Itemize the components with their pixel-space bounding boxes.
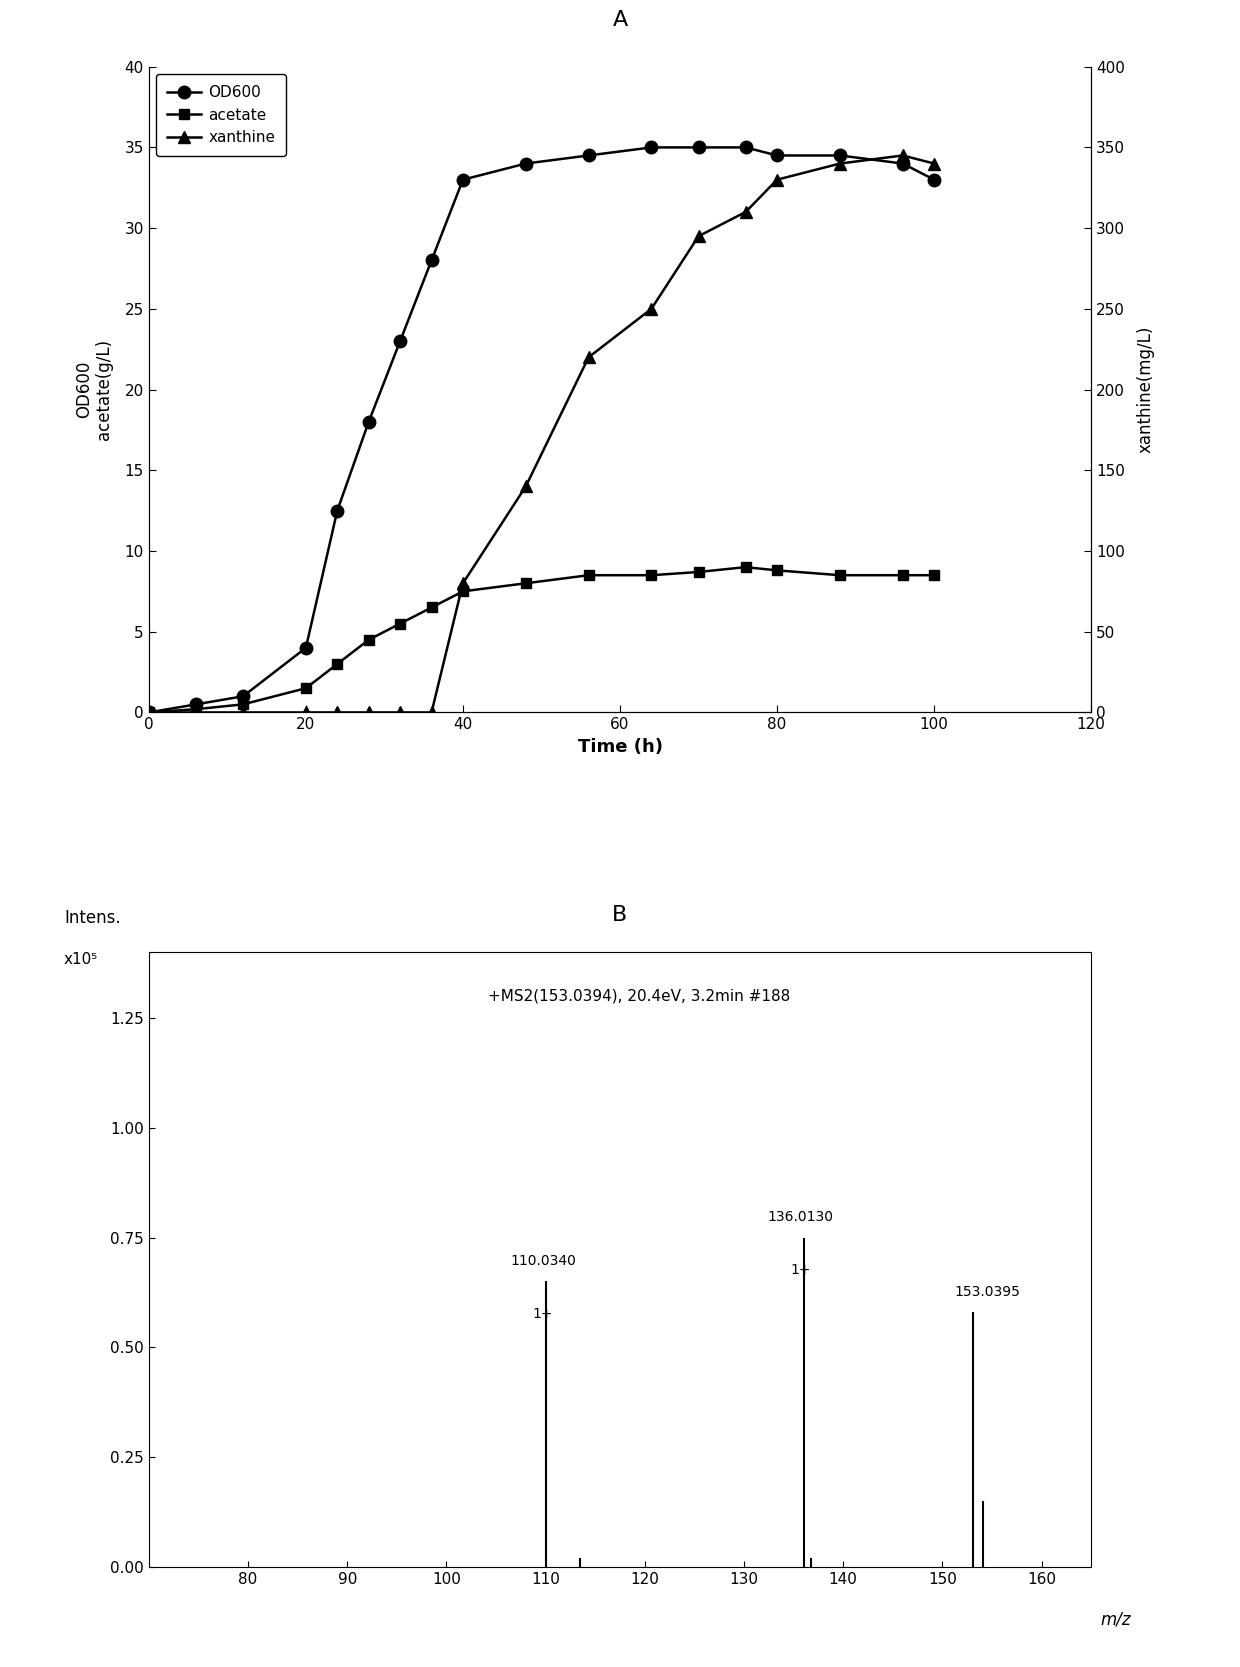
acetate [770,560,785,580]
acetate [393,613,408,633]
OD600 [691,137,706,157]
acetate [188,698,203,718]
xanthine [518,477,533,497]
Text: 1+: 1+ [533,1307,553,1320]
Text: 1+: 1+ [790,1264,811,1277]
xanthine [299,702,314,722]
acetate [895,565,910,585]
xanthine [691,227,706,247]
OD600 [236,687,250,707]
acetate [738,557,753,577]
xanthine [832,153,847,173]
Line: OD600: OD600 [143,142,940,718]
OD600 [424,250,439,270]
OD600 [518,153,533,173]
Line: acetate: acetate [144,562,939,717]
OD600 [393,332,408,352]
acetate [141,702,156,722]
OD600 [299,638,314,658]
Legend: OD600, acetate, xanthine: OD600, acetate, xanthine [156,75,286,157]
xanthine [644,298,658,318]
xanthine [393,702,408,722]
OD600 [330,500,345,520]
Text: 110.0340: 110.0340 [510,1254,575,1269]
acetate [236,695,250,715]
Text: Intens.: Intens. [64,910,120,927]
xanthine [455,573,470,593]
acetate [926,565,941,585]
acetate [299,678,314,698]
xanthine [424,702,439,722]
xanthine [361,702,376,722]
acetate [518,573,533,593]
Text: 153.0395: 153.0395 [955,1285,1021,1299]
xanthine [236,702,250,722]
OD600 [738,137,753,157]
acetate [361,630,376,650]
OD600 [582,145,596,165]
acetate [691,562,706,582]
acetate [330,653,345,673]
Text: x10⁵: x10⁵ [64,952,98,967]
xanthine [330,702,345,722]
X-axis label: Time (h): Time (h) [578,738,662,755]
OD600 [770,145,785,165]
Text: B: B [613,905,627,925]
xanthine [188,702,203,722]
acetate [424,597,439,617]
xanthine [926,153,941,173]
acetate [644,565,658,585]
OD600 [455,170,470,190]
Text: +MS2(153.0394), 20.4eV, 3.2min #188: +MS2(153.0394), 20.4eV, 3.2min #188 [487,989,790,1004]
Line: xanthine: xanthine [144,150,940,718]
OD600 [644,137,658,157]
OD600 [926,170,941,190]
Text: A: A [613,10,627,30]
Y-axis label: OD600
acetate(g/L): OD600 acetate(g/L) [74,338,113,440]
acetate [455,582,470,602]
xanthine [895,145,910,165]
Y-axis label: xanthine(mg/L): xanthine(mg/L) [1136,325,1154,453]
OD600 [141,702,156,722]
OD600 [832,145,847,165]
xanthine [582,347,596,367]
xanthine [770,170,785,190]
OD600 [361,412,376,432]
OD600 [895,153,910,173]
Text: m/z: m/z [1101,1610,1131,1629]
Text: 136.0130: 136.0130 [768,1210,833,1224]
xanthine [738,202,753,222]
acetate [832,565,847,585]
acetate [582,565,596,585]
OD600 [188,695,203,715]
xanthine [141,702,156,722]
